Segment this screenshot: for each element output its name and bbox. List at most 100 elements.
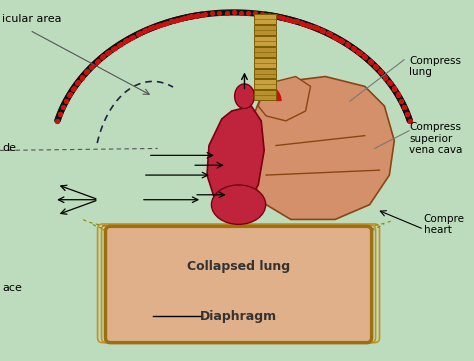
FancyBboxPatch shape: [255, 47, 276, 57]
Point: [173, 17, 181, 22]
Polygon shape: [246, 77, 394, 219]
Point: [115, 42, 123, 48]
Point: [401, 104, 408, 110]
Point: [94, 58, 101, 64]
Point: [377, 69, 384, 75]
Point: [290, 18, 297, 23]
Text: Compress
lung: Compress lung: [409, 56, 461, 78]
Point: [330, 34, 338, 39]
Point: [98, 55, 106, 60]
Point: [93, 59, 100, 65]
Text: Diaphragm: Diaphragm: [200, 309, 277, 322]
Point: [345, 42, 352, 48]
Point: [349, 45, 356, 51]
Point: [293, 18, 301, 24]
Point: [385, 79, 393, 85]
FancyBboxPatch shape: [255, 14, 276, 24]
Point: [209, 10, 216, 16]
Text: Compress
superior
vena cava: Compress superior vena cava: [409, 122, 463, 155]
Point: [265, 12, 273, 18]
Point: [313, 26, 320, 31]
Point: [66, 91, 73, 97]
Point: [356, 50, 364, 56]
Point: [184, 14, 191, 20]
Point: [177, 16, 184, 22]
Point: [337, 37, 344, 43]
Point: [324, 30, 331, 36]
Point: [163, 20, 171, 26]
Point: [372, 64, 380, 70]
Point: [355, 49, 362, 55]
Point: [134, 31, 141, 37]
Point: [319, 29, 327, 34]
FancyBboxPatch shape: [255, 36, 276, 46]
Point: [181, 15, 188, 21]
Point: [153, 23, 161, 29]
Point: [65, 92, 73, 98]
Point: [140, 29, 148, 34]
Ellipse shape: [235, 84, 255, 109]
Point: [70, 86, 77, 91]
Point: [82, 69, 90, 75]
Point: [390, 86, 397, 91]
Point: [306, 23, 314, 29]
Point: [276, 14, 283, 20]
Point: [136, 30, 144, 36]
Point: [198, 12, 206, 18]
Point: [201, 11, 209, 17]
FancyBboxPatch shape: [106, 226, 372, 343]
FancyBboxPatch shape: [255, 25, 276, 35]
Point: [338, 38, 346, 44]
Point: [251, 10, 259, 16]
Point: [54, 118, 61, 123]
Point: [216, 10, 223, 16]
Point: [297, 20, 304, 26]
Point: [304, 22, 311, 28]
Point: [381, 74, 389, 80]
Point: [376, 69, 384, 74]
Point: [56, 111, 64, 117]
Point: [123, 37, 131, 43]
Point: [326, 31, 334, 37]
Point: [146, 26, 154, 31]
Point: [194, 12, 202, 18]
Point: [121, 38, 129, 44]
Text: de: de: [2, 143, 16, 153]
Point: [371, 63, 379, 69]
FancyBboxPatch shape: [255, 79, 276, 89]
Text: ace: ace: [2, 283, 22, 293]
Point: [366, 58, 374, 64]
Point: [350, 46, 358, 52]
Point: [99, 53, 107, 59]
Point: [223, 10, 230, 16]
Point: [89, 63, 96, 69]
Point: [390, 86, 398, 92]
Point: [74, 79, 82, 85]
Point: [83, 69, 91, 74]
Point: [403, 111, 411, 117]
Point: [394, 91, 401, 97]
Point: [54, 118, 61, 123]
Point: [149, 25, 157, 30]
Point: [367, 59, 374, 65]
Point: [403, 111, 411, 117]
Point: [272, 14, 280, 19]
Point: [237, 10, 245, 16]
Point: [386, 80, 393, 86]
FancyBboxPatch shape: [255, 90, 276, 100]
Point: [73, 80, 81, 86]
Polygon shape: [258, 77, 310, 121]
Point: [343, 41, 350, 47]
Point: [360, 53, 368, 59]
Point: [230, 9, 237, 15]
Point: [59, 104, 66, 110]
Point: [188, 14, 195, 19]
Point: [397, 98, 405, 104]
Point: [170, 18, 177, 23]
Point: [167, 18, 174, 24]
Point: [111, 45, 118, 51]
Point: [128, 35, 135, 40]
Point: [79, 74, 86, 80]
Point: [191, 13, 199, 19]
Point: [310, 25, 318, 30]
